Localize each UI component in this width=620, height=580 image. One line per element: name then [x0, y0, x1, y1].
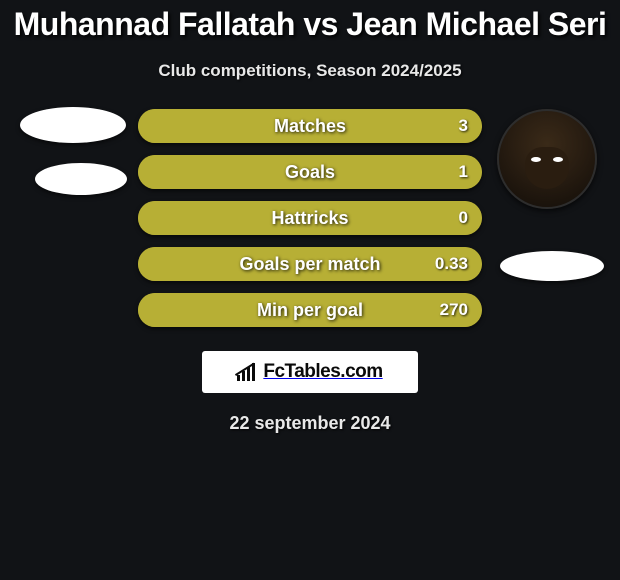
- player-left-flag-placeholder: [35, 163, 127, 195]
- player-left-col: [8, 109, 138, 195]
- stat-value-right: 1: [459, 162, 468, 182]
- stat-bar: Min per goal 270: [138, 293, 482, 327]
- subtitle: Club competitions, Season 2024/2025: [0, 61, 620, 81]
- page-title: Muhannad Fallatah vs Jean Michael Seri: [0, 6, 620, 43]
- stat-value-right: 0.33: [435, 254, 468, 274]
- stat-label: Matches: [274, 116, 346, 137]
- stat-label: Goals per match: [239, 254, 380, 275]
- player-left-avatar-placeholder: [20, 107, 126, 143]
- stat-bars: Matches 3 Goals 1 Hattricks 0 Goals per match 0…: [138, 109, 482, 327]
- stat-bar: Goals per match 0.33: [138, 247, 482, 281]
- stat-label: Hattricks: [271, 208, 348, 229]
- stat-label: Min per goal: [257, 300, 363, 321]
- player-right-col: [482, 109, 612, 281]
- stat-bar: Hattricks 0: [138, 201, 482, 235]
- logo-text: FcTables.com: [263, 361, 382, 383]
- stat-value-right: 0: [459, 208, 468, 228]
- stat-value-right: 270: [440, 300, 468, 320]
- bar-chart-icon: [237, 363, 259, 381]
- comparison-row: Matches 3 Goals 1 Hattricks 0 Goals per match 0…: [0, 109, 620, 327]
- stat-label: Goals: [285, 162, 335, 183]
- stat-bar: Goals 1: [138, 155, 482, 189]
- stat-bar: Matches 3: [138, 109, 482, 143]
- player-right-flag-placeholder: [500, 251, 604, 281]
- fctables-logo-link[interactable]: FcTables.com: [202, 351, 418, 393]
- date-label: 22 september 2024: [0, 413, 620, 434]
- player-right-avatar: [497, 109, 597, 209]
- stat-value-right: 3: [459, 116, 468, 136]
